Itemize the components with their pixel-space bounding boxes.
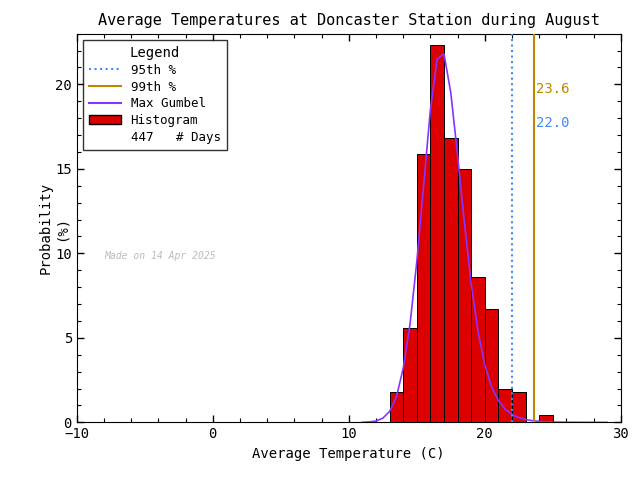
Bar bbox=[444, 138, 458, 422]
Bar bbox=[540, 415, 553, 422]
Bar bbox=[485, 309, 499, 422]
Bar bbox=[499, 389, 512, 422]
X-axis label: Average Temperature (C): Average Temperature (C) bbox=[253, 447, 445, 461]
Title: Average Temperatures at Doncaster Station during August: Average Temperatures at Doncaster Statio… bbox=[98, 13, 600, 28]
Legend: 95th %, 99th %, Max Gumbel, Histogram, 447   # Days: 95th %, 99th %, Max Gumbel, Histogram, 4… bbox=[83, 40, 227, 150]
Bar bbox=[458, 169, 471, 422]
Bar bbox=[512, 392, 525, 422]
Y-axis label: Probability
(%): Probability (%) bbox=[38, 182, 69, 274]
Bar bbox=[403, 328, 417, 422]
Bar bbox=[417, 154, 431, 422]
Text: Made on 14 Apr 2025: Made on 14 Apr 2025 bbox=[104, 251, 216, 261]
Bar bbox=[471, 277, 485, 422]
Text: 22.0: 22.0 bbox=[536, 116, 570, 130]
Bar bbox=[431, 46, 444, 422]
Text: 23.6: 23.6 bbox=[536, 82, 570, 96]
Bar bbox=[390, 392, 403, 422]
